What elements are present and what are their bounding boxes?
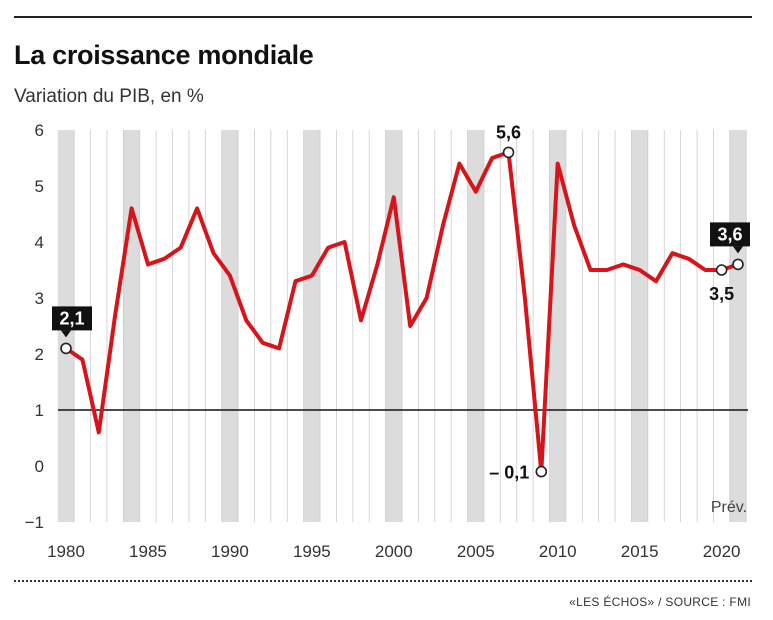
chart-subtitle: Variation du PIB, en % <box>14 86 204 107</box>
annotation-point <box>502 146 515 159</box>
shaded-band-1995 <box>303 130 321 522</box>
shaded-band-2000 <box>385 130 402 522</box>
y-tick-label: 0 <box>35 457 44 476</box>
shaded-band-2015 <box>631 130 648 522</box>
x-tick-label: 1990 <box>211 542 249 561</box>
annotation-label: 5,6 <box>496 122 521 142</box>
annotation-point <box>535 465 548 478</box>
x-tick-label: 1995 <box>293 542 331 561</box>
x-tick-label: 2020 <box>703 542 741 561</box>
shaded-band-2021 <box>729 130 747 522</box>
x-tick-label: 2000 <box>375 542 413 561</box>
annotation-box <box>52 306 92 331</box>
y-tick-label: 6 <box>35 121 44 140</box>
y-tick-label: 2 <box>35 345 44 364</box>
x-tick-label: 2015 <box>621 542 659 561</box>
annotation-label: 3,6 <box>717 224 742 244</box>
source-credit: «LES ÉCHOS» / SOURCE : FMI <box>569 595 751 609</box>
series-line <box>64 150 740 474</box>
shaded-band-1984 <box>123 130 140 522</box>
annotation-label: 2,1 <box>59 308 84 328</box>
shaded-band-1990 <box>221 130 239 522</box>
annotation-pointer <box>61 330 71 338</box>
annotation-point <box>715 264 728 276</box>
x-tick-label: 2010 <box>539 542 577 561</box>
top-rule <box>14 16 752 18</box>
y-tick-label: 4 <box>35 233 44 252</box>
annotation-box <box>710 222 750 247</box>
y-tick-label: 3 <box>35 289 44 308</box>
annotation-point <box>732 258 744 271</box>
bottom-dotted-rule <box>14 580 752 582</box>
x-tick-label: 1985 <box>129 542 167 561</box>
annotation-label: – 0,1 <box>489 463 529 483</box>
forecast-label: Prév. <box>711 499 747 516</box>
y-tick-label: −1 <box>25 513 44 532</box>
annotation-pointer <box>733 246 743 254</box>
y-tick-label: 5 <box>35 177 44 196</box>
y-tick-label: 1 <box>35 401 44 420</box>
annotation-label: 3,5 <box>709 284 734 304</box>
shaded-band-2005 <box>467 130 484 522</box>
x-tick-label: 2005 <box>457 542 495 561</box>
chart-title: La croissance mondiale <box>14 40 314 70</box>
x-tick-label: 1980 <box>47 542 85 561</box>
annotation-point <box>60 342 72 355</box>
